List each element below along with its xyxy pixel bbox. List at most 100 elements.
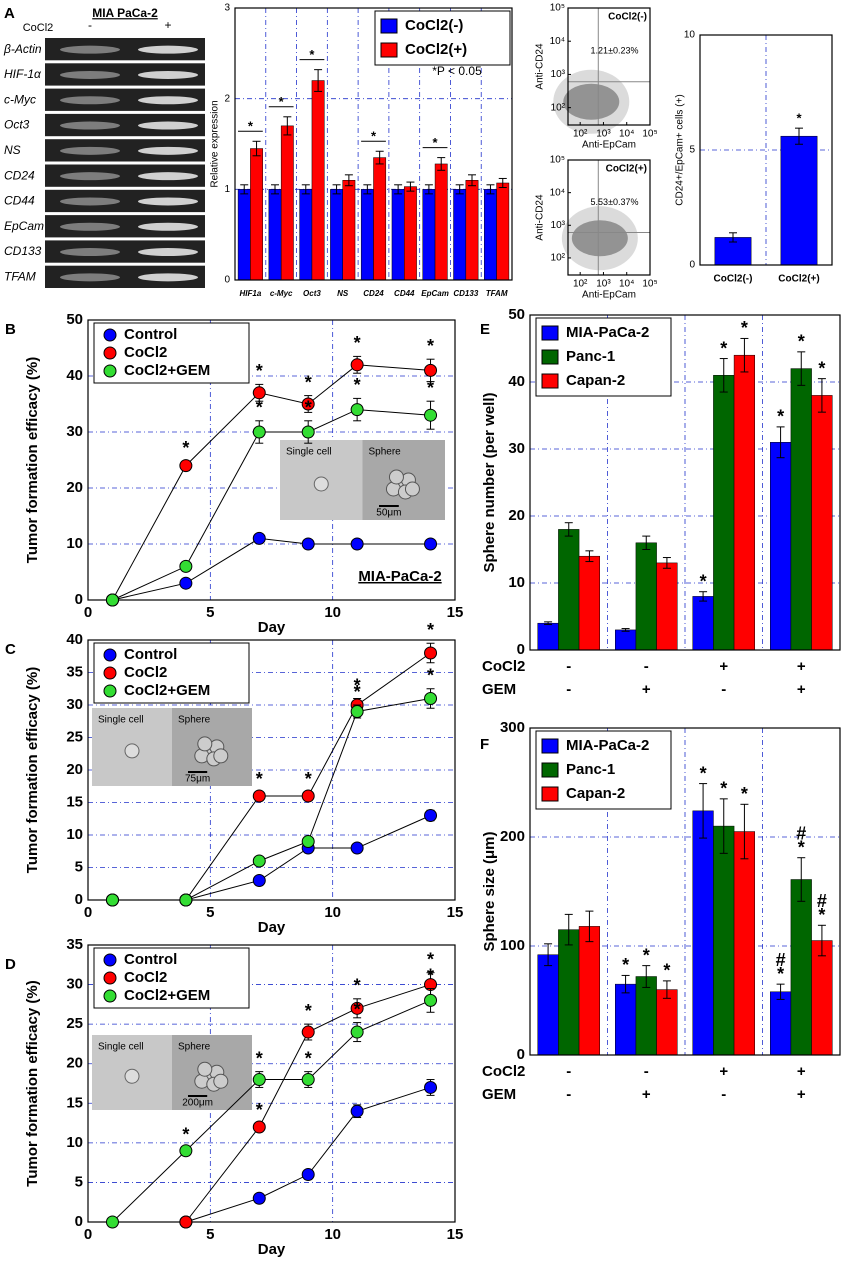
legend-box [93, 947, 250, 1009]
y-tick-label: 10⁴ [550, 36, 565, 47]
gene-label: NS [4, 143, 21, 157]
y-tick-label: 300 [500, 719, 525, 736]
plot-frame [87, 319, 456, 601]
inset-label: Sphere [369, 447, 402, 458]
bar [733, 831, 755, 1056]
y-tick-label: 10 [508, 574, 525, 591]
cell [388, 469, 404, 485]
y-tick-label: 5 [689, 145, 695, 156]
x-axis-label: Anti-EpCam [582, 290, 636, 301]
y-tick-label: 100 [500, 937, 525, 954]
cell [213, 748, 229, 764]
gel-band [138, 146, 198, 155]
percentage: 5.53±0.37% [591, 197, 639, 207]
panel-letter: D [5, 956, 16, 973]
y-tick-label: 35 [66, 936, 83, 953]
bar [733, 354, 755, 651]
y-tick-label: 0 [517, 1046, 525, 1063]
panel-letter: F [480, 736, 489, 753]
x-tick-label: 10³ [596, 129, 611, 140]
data-point [424, 408, 438, 422]
condition-value: - [566, 658, 571, 675]
gel-lane [45, 164, 205, 187]
x-tick-label: 15 [447, 1226, 464, 1243]
data-point [424, 1080, 438, 1094]
lane-label: + [164, 18, 171, 32]
y-tick-label: 3 [224, 3, 230, 14]
x-tick-label: 10² [573, 279, 588, 290]
data-point [252, 1073, 266, 1087]
x-tick-label: 10 [324, 604, 341, 621]
significance-mark: * [741, 318, 748, 338]
inset-label: Single cell [98, 1042, 144, 1053]
inset-image: Single cell Sphere 75μm [92, 708, 252, 786]
significance-mark: * [305, 769, 312, 789]
y-tick-label: 10 [66, 826, 83, 843]
bar [811, 395, 833, 651]
data-point [301, 425, 315, 439]
annotation: *P < 0.05 [432, 64, 482, 78]
series-line [112, 999, 431, 1223]
legend-label: CoCl2 [124, 344, 167, 361]
legend-marker [103, 364, 117, 378]
bar [770, 442, 792, 651]
cell [313, 476, 329, 492]
y-axis-label: Tumor formation efficacy (%) [24, 667, 41, 873]
data-point [179, 576, 193, 590]
legend-label: MIA-PaCa-2 [566, 737, 649, 754]
significance-mark: * [354, 375, 361, 395]
significance-mark: * [777, 964, 784, 984]
bar [391, 189, 405, 281]
significance-mark: * [720, 779, 727, 799]
x-tick-label: 0 [84, 1226, 92, 1243]
significance-mark: # [817, 891, 827, 911]
x-tick-label: CD133 [453, 289, 478, 298]
gene-label: EpCam [4, 219, 44, 233]
data-point [252, 854, 266, 868]
legend-marker [103, 346, 117, 360]
plot-frame [529, 727, 841, 1056]
significance-mark: * [741, 784, 748, 804]
y-tick-label: 10⁵ [550, 155, 565, 166]
x-tick-label: TFAM [486, 289, 508, 298]
data-point [252, 1191, 266, 1205]
condition-value: + [797, 658, 806, 675]
gel-band [138, 273, 198, 282]
bar [713, 375, 735, 651]
legend-label: Control [124, 951, 177, 968]
gene-label: c-Myc [4, 92, 36, 106]
y-tick-label: 10² [551, 102, 566, 113]
x-tick-label: c-Myc [270, 289, 293, 298]
condition-value: + [642, 1086, 651, 1103]
legend-label: CoCl2(+) [405, 41, 467, 58]
data-point [350, 403, 364, 417]
condition-value: + [797, 681, 806, 698]
significance-mark: * [182, 1124, 189, 1144]
bar [692, 596, 714, 651]
y-tick-label: 200 [500, 828, 525, 845]
y-tick-label: 50 [66, 311, 83, 328]
panel-letter: A [4, 5, 15, 22]
x-tick-label: CD44 [394, 289, 415, 298]
cell [124, 743, 140, 759]
data-point [301, 537, 315, 551]
legend-swatch [541, 738, 559, 754]
bar [537, 622, 559, 651]
y-tick-label: 30 [508, 440, 525, 457]
gel-band [138, 197, 198, 206]
bar [537, 954, 559, 1056]
gel-title: MIA PaCa-2 [92, 6, 158, 20]
bar [790, 368, 812, 651]
condition-value: - [721, 1086, 726, 1103]
significance-mark: * [354, 999, 361, 1019]
panel-letter: E [480, 321, 490, 338]
plot-frame [234, 7, 513, 281]
bar [422, 189, 436, 281]
significance-mark: * [182, 438, 189, 458]
y-axis-label: Tumor formation efficacy (%) [24, 357, 41, 563]
inset-image: Single cell Sphere 50μm [280, 440, 445, 520]
plot-title: CoCl2(+) [606, 164, 647, 175]
y-tick-label: 0 [689, 260, 695, 271]
data-point [350, 358, 364, 372]
data-point [105, 893, 119, 907]
